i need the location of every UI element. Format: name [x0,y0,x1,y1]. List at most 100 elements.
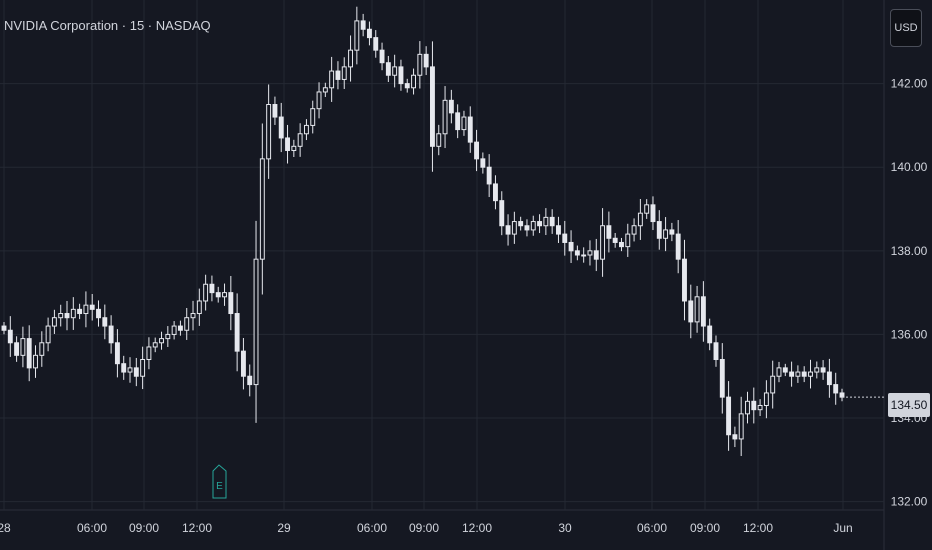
candle-body [354,20,360,51]
candle-body [442,99,448,135]
candle-body [688,300,694,323]
candle-body [89,304,95,310]
candle-body [826,371,832,386]
candle-body [83,304,89,315]
candle-body [650,204,656,223]
candle-body [776,367,782,377]
candle-body [732,434,738,440]
candle-body [808,371,813,377]
x-tick-label: 29 [277,521,291,535]
x-tick-label: 12:00 [462,521,492,535]
candle-body [751,400,757,411]
candle-body [814,367,820,373]
candle-body [278,116,284,139]
candle-body [574,250,580,256]
candle-body [738,413,744,440]
candle-body [669,229,675,235]
candle-body [461,116,467,131]
candle-body [719,359,725,398]
candle-body [707,325,713,344]
candle-body [379,49,385,64]
x-tick-label: 12:00 [182,521,212,535]
candle-body [190,313,196,319]
candle-body [543,216,549,227]
candle-body [159,338,164,344]
x-tick-label: 30 [558,521,572,535]
candle-body [96,308,101,319]
candle-body [146,346,152,361]
candle-body [581,254,587,257]
y-tick-label: 138.00 [891,244,928,258]
candle-body [7,329,13,344]
candle-body [682,258,687,302]
candle-body [663,229,669,239]
candle-body [171,325,177,335]
candle-body [530,221,536,231]
earnings-marker-label: E [216,481,223,492]
candle-body [108,325,114,344]
candle-body [833,384,839,394]
candle-body [556,225,561,235]
candle-body [398,66,404,85]
candle-body [348,49,353,68]
candle-body [763,392,769,406]
candle-body [694,296,700,323]
x-tick-label: 06:00 [637,521,667,535]
candle-body [429,66,435,147]
candle-body [303,124,309,135]
y-tick-label: 140.00 [891,160,928,174]
candle-body [675,233,681,260]
candle-body [404,83,410,89]
candle-body [726,396,732,436]
candle-body [127,367,133,373]
candle-body [392,66,398,76]
candle-body [455,112,461,131]
currency-button[interactable]: USD [890,9,922,47]
candle-body [329,70,335,89]
candle-body [625,233,631,248]
time-axis[interactable]: 28 06:00 09:00 12:00 29 06:00 09:00 12:00 30 06:0… [0,521,853,535]
candle-body [480,158,486,168]
symbol-title[interactable]: NVIDIA Corporation · 15 · NASDAQ [4,18,211,33]
candle-body [102,317,108,327]
x-tick-label: Jun [833,521,852,535]
candle-body [770,375,776,394]
candle-body [247,375,253,386]
candle-body [64,313,70,319]
candle-body [291,145,297,151]
candle-body [297,133,303,147]
candle-body [228,292,234,315]
candle-body [266,104,272,160]
candle-body [152,342,158,348]
candle-body [820,367,826,373]
earnings-marker[interactable]: E [212,464,227,499]
candle-body [700,296,706,327]
y-tick-label: 136.00 [891,327,928,341]
candle-body [58,313,64,319]
candle-body [140,359,146,377]
candle-body [203,283,209,302]
candle-body [39,342,45,356]
candle-body [121,363,127,373]
candle-body [196,300,202,315]
candle-body [644,204,650,214]
candle-body [467,116,473,143]
x-tick-label: 12:00 [743,521,773,535]
candle-body [562,233,568,243]
y-tick-label: 132.00 [891,495,928,509]
candle-body [335,70,341,80]
candle-body [366,28,372,39]
candle-body [20,338,26,356]
candle-body [45,325,51,344]
candle-body [486,166,492,185]
candle-body [177,325,183,331]
candle-body [423,53,429,68]
candle-body [70,308,76,319]
candle-body [448,99,454,114]
candle-body [253,258,259,386]
x-tick-label: 09:00 [690,521,720,535]
candle-body [184,317,190,331]
